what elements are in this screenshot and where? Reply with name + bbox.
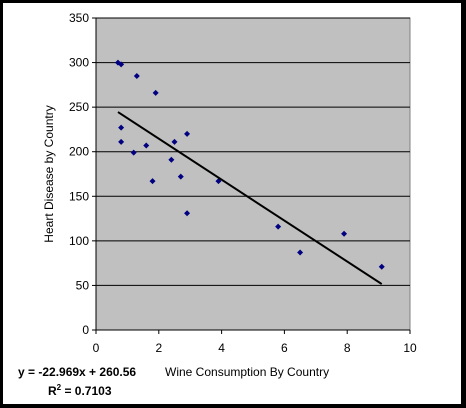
data-point bbox=[275, 223, 282, 230]
x-tick-label: 2 bbox=[155, 341, 162, 355]
data-point bbox=[184, 210, 191, 217]
y-tick-label: 100 bbox=[69, 234, 89, 248]
y-tick-label: 50 bbox=[76, 278, 90, 292]
data-point bbox=[149, 178, 156, 185]
data-point bbox=[143, 142, 150, 149]
r-squared-superscript: 2 bbox=[57, 383, 62, 392]
x-axis-ticks: 0 2 4 6 8 10 bbox=[93, 330, 417, 355]
y-axis-ticks: 0 50 100 150 200 250 300 350 bbox=[69, 11, 96, 337]
data-point bbox=[130, 149, 137, 156]
data-point bbox=[152, 89, 159, 96]
x-tick-label: 4 bbox=[218, 341, 225, 355]
chart-frame: 0 50 100 150 200 250 300 350 0 2 4 6 8 10 Heart Dise… bbox=[3, 3, 461, 404]
data-point bbox=[118, 138, 125, 145]
data-point bbox=[133, 72, 140, 79]
data-points bbox=[114, 59, 385, 270]
y-tick-label: 300 bbox=[69, 56, 89, 70]
x-axis-label: Wine Consumption By Country bbox=[165, 365, 329, 379]
data-point bbox=[378, 263, 385, 270]
x-tick-label: 6 bbox=[281, 341, 288, 355]
y-tick-label: 150 bbox=[69, 189, 89, 203]
y-tick-label: 350 bbox=[69, 11, 89, 25]
y-axis-label: Heart Disease by Country bbox=[42, 105, 56, 242]
r-squared-symbol: R bbox=[48, 384, 57, 398]
y-tick-label: 250 bbox=[69, 100, 89, 114]
equation-label: y = -22.969x + 260.56 bbox=[18, 365, 136, 379]
scatter-chart: 0 50 100 150 200 250 300 350 0 2 4 6 8 10 Heart Dise… bbox=[18, 11, 417, 398]
axes bbox=[95, 18, 410, 331]
r-squared-value: = 0.7103 bbox=[61, 384, 112, 398]
trendline bbox=[117, 111, 383, 285]
x-tick-label: 10 bbox=[403, 341, 417, 355]
y-tick-label: 200 bbox=[69, 145, 89, 159]
gridlines bbox=[96, 17, 410, 286]
data-point bbox=[118, 124, 125, 131]
x-tick-label: 8 bbox=[344, 341, 351, 355]
plot-area bbox=[95, 17, 411, 331]
x-tick-label: 0 bbox=[93, 341, 100, 355]
y-tick-label: 0 bbox=[82, 323, 89, 337]
r-squared-label: R2 = 0.7103 bbox=[48, 383, 112, 398]
data-point bbox=[118, 61, 125, 68]
data-point bbox=[168, 156, 175, 163]
data-point bbox=[341, 230, 348, 237]
data-point bbox=[171, 138, 178, 145]
data-point bbox=[297, 249, 304, 256]
data-point bbox=[184, 130, 191, 137]
data-point bbox=[177, 173, 184, 180]
